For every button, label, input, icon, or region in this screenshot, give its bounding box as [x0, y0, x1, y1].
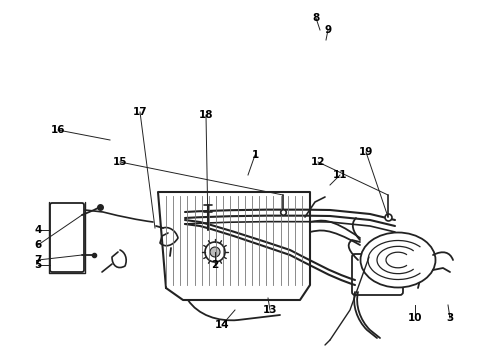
FancyBboxPatch shape — [352, 254, 403, 295]
Text: 9: 9 — [324, 25, 332, 35]
Circle shape — [205, 242, 225, 262]
Text: 7: 7 — [34, 255, 42, 265]
Text: 16: 16 — [51, 125, 65, 135]
Text: 1: 1 — [251, 150, 259, 160]
Text: 3: 3 — [446, 313, 454, 323]
Text: 4: 4 — [34, 225, 42, 235]
Text: 2: 2 — [211, 260, 219, 270]
Text: 5: 5 — [34, 260, 42, 270]
Ellipse shape — [361, 233, 436, 288]
Text: 8: 8 — [313, 13, 319, 23]
Text: 10: 10 — [408, 313, 422, 323]
Text: 12: 12 — [311, 157, 325, 167]
Text: 6: 6 — [34, 240, 42, 250]
Text: 14: 14 — [215, 320, 229, 330]
FancyBboxPatch shape — [50, 203, 84, 272]
Text: 13: 13 — [263, 305, 277, 315]
Text: 15: 15 — [113, 157, 127, 167]
Text: 18: 18 — [199, 110, 213, 120]
Circle shape — [210, 247, 220, 257]
Text: 11: 11 — [333, 170, 347, 180]
Text: 19: 19 — [359, 147, 373, 157]
Text: 17: 17 — [133, 107, 147, 117]
